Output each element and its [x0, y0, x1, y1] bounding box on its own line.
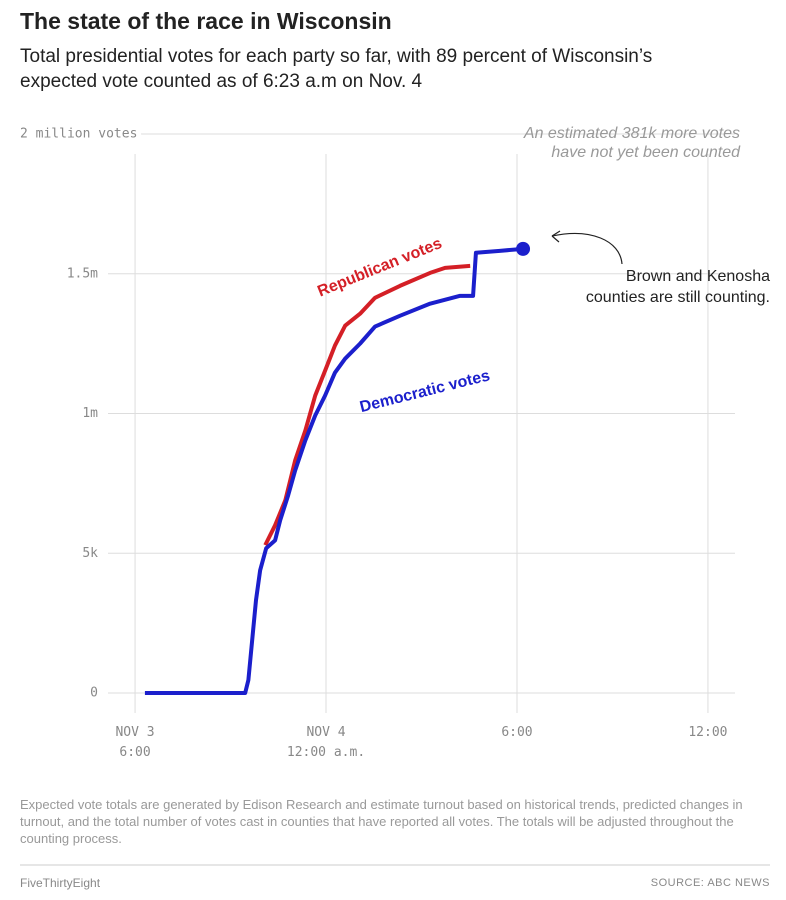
series-label: Republican votes: [315, 235, 444, 300]
credit: FiveThirtyEight: [20, 876, 101, 890]
arrow-head: [551, 230, 561, 243]
line: [144, 246, 524, 695]
footnote: Expected vote totals are generated by Ed…: [20, 797, 743, 846]
annotation: Brown and Kenosha counties are still cou…: [585, 268, 770, 306]
x-tick-label: NOV 4 12:00 a.m.: [286, 725, 366, 760]
chart-subtitle: Total presidential votes for each party …: [20, 46, 653, 92]
y-tick-label: 2 million votes: [20, 127, 137, 142]
x-tick-label: NOV 3 6:00: [115, 725, 155, 760]
y-tick-label: 1.5m: [67, 266, 98, 281]
series-label: Democratic votes: [358, 367, 492, 416]
annotation-arrow: [551, 232, 623, 265]
y-tick-label: 0: [90, 686, 98, 701]
end-dot: [516, 241, 531, 256]
source: SOURCE: ABC NEWS: [650, 877, 770, 889]
annotation: An estimated 381k more votes have not ye…: [523, 125, 740, 161]
x-tick-label: 12:00: [688, 725, 728, 740]
y-tick-label: 1m: [82, 406, 98, 421]
chart-title: The state of the race in Wisconsin: [20, 8, 392, 34]
x-tick-label: 6:00: [501, 725, 533, 740]
y-tick-label: 5k: [82, 546, 98, 561]
